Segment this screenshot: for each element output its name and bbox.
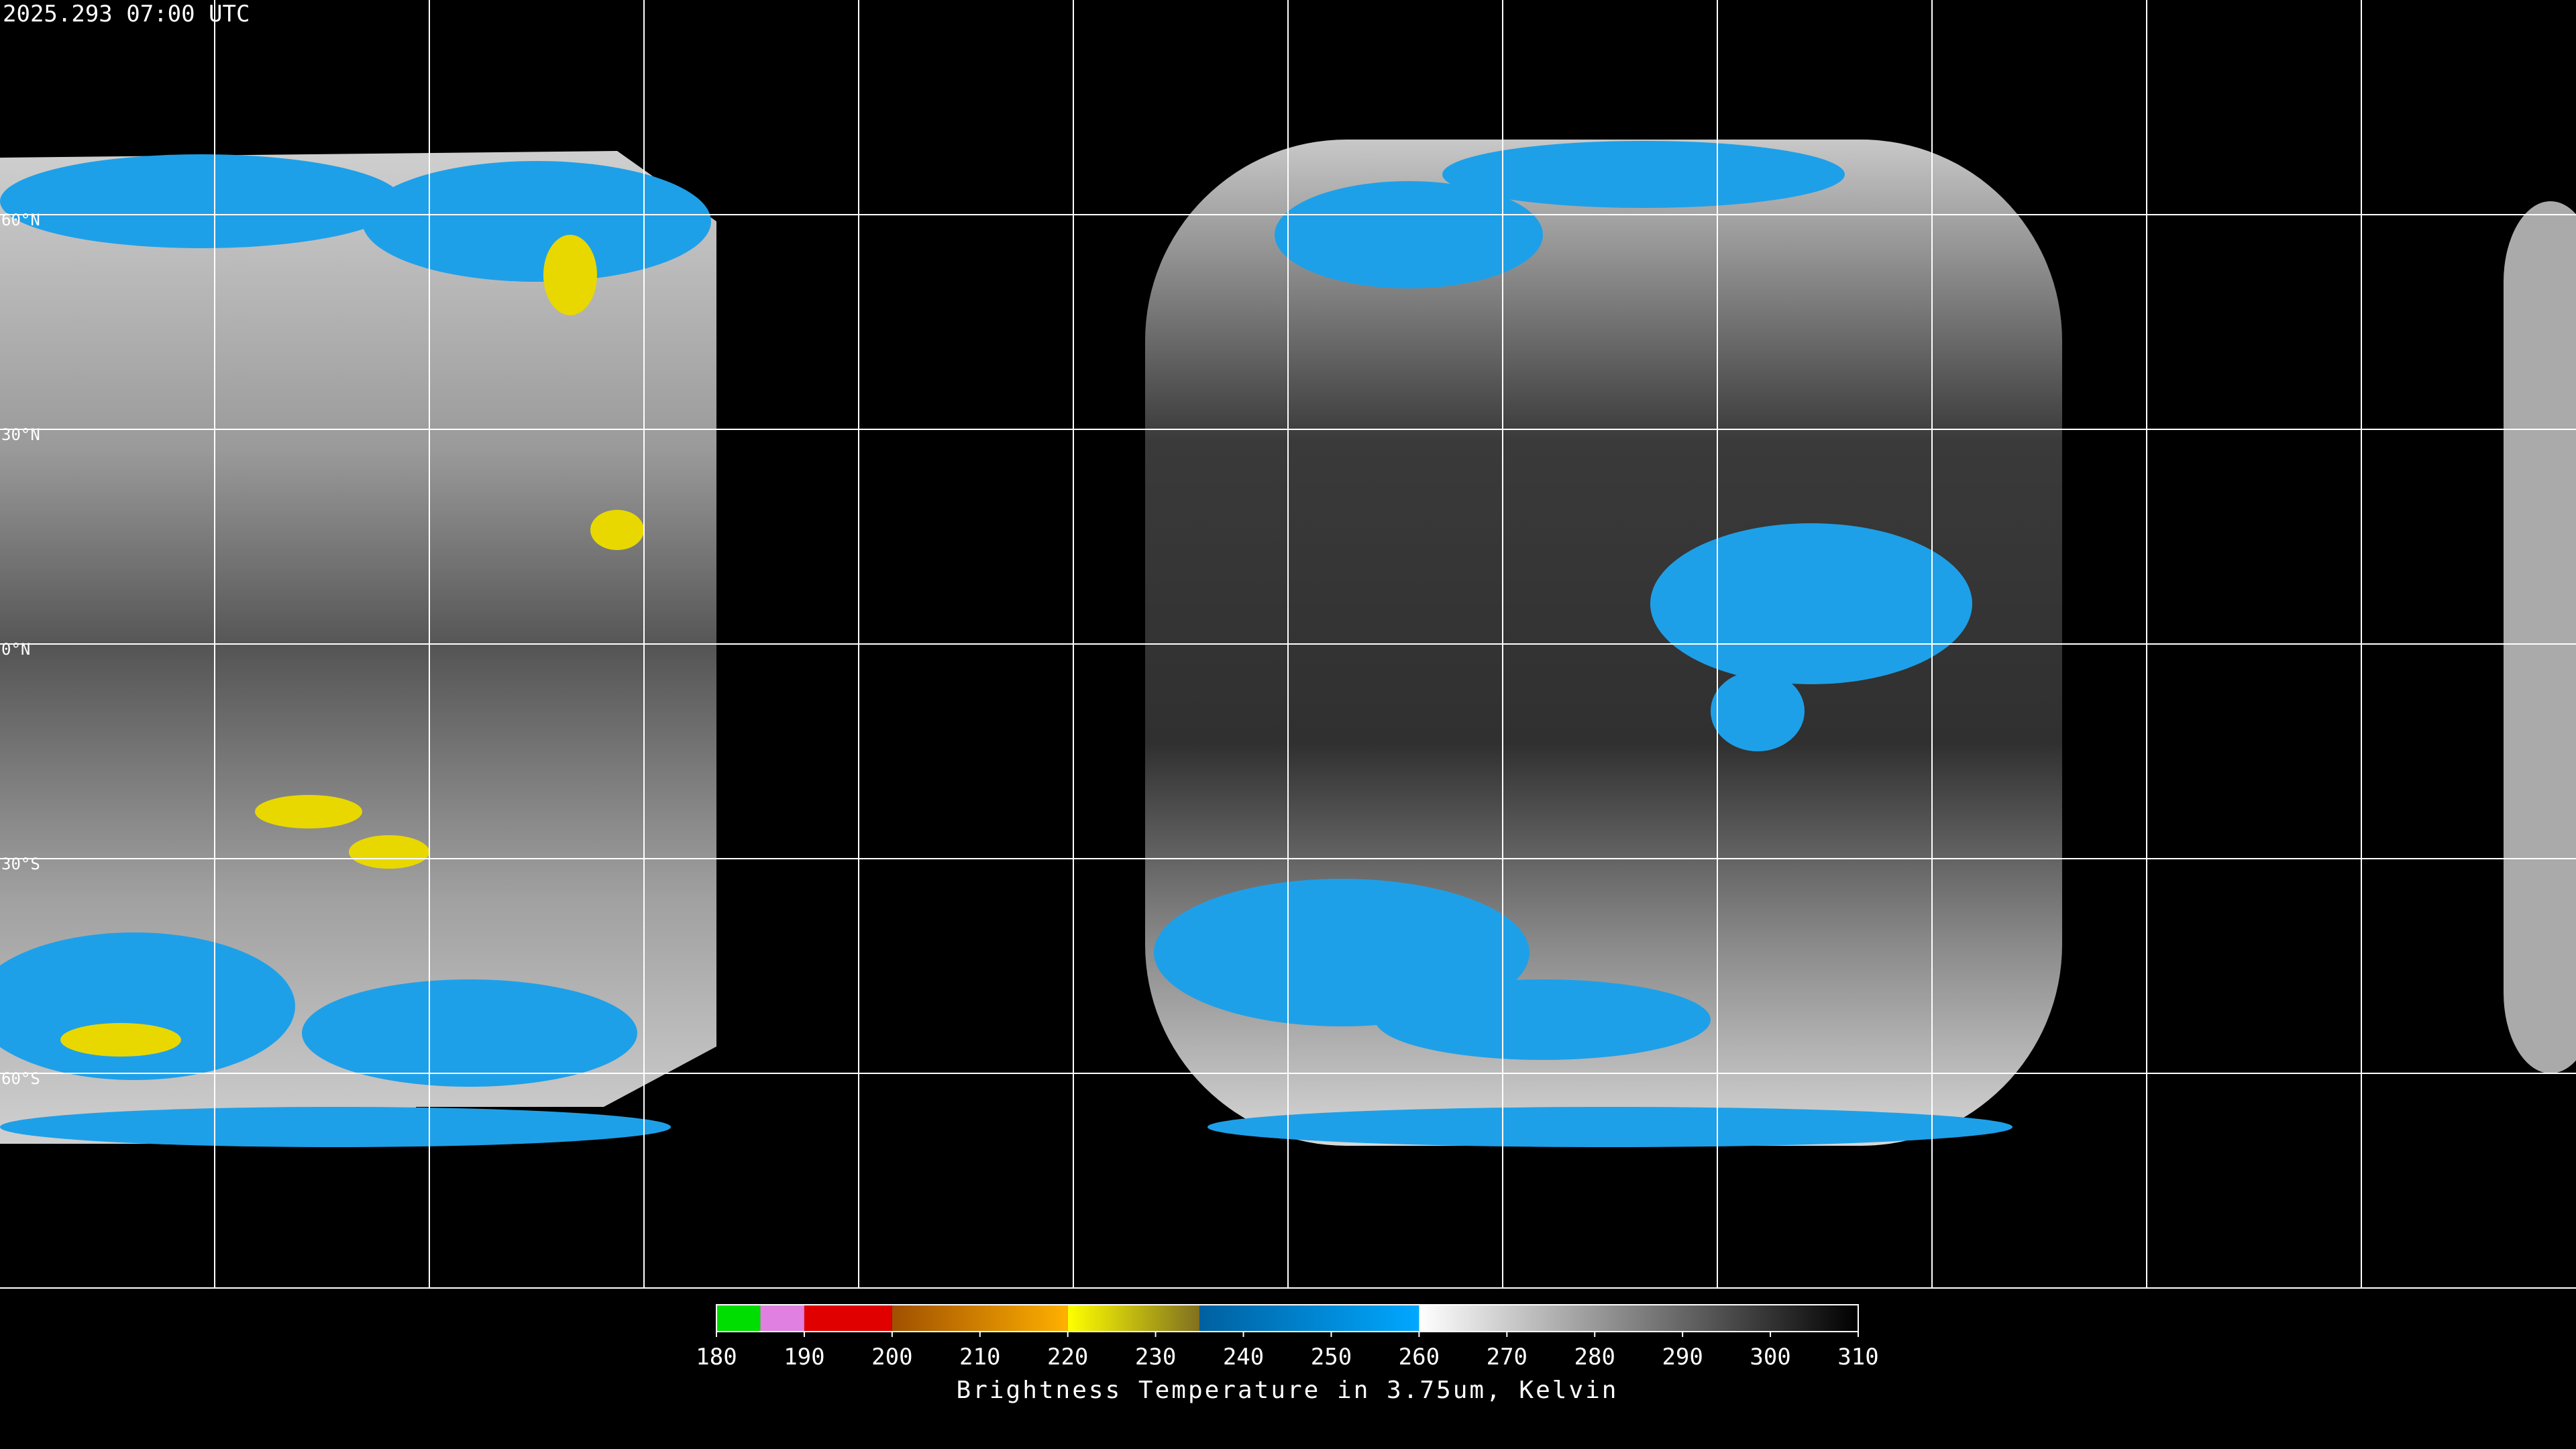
colorbar-tick-label: 310 [1837, 1344, 1878, 1371]
imagery [0, 140, 2576, 1147]
colorbar-tick-label: 260 [1399, 1344, 1440, 1371]
colorbar-tick-label: 300 [1750, 1344, 1790, 1371]
satellite-left [0, 151, 716, 1144]
colorbar-tick-label: 290 [1662, 1344, 1703, 1371]
lat-label: 30°S [1, 855, 40, 873]
colorbar-label: Brightness Temperature in 3.75um, Kelvin [957, 1377, 1619, 1404]
colorbar-segment [1067, 1305, 1200, 1332]
colorbar-segment [716, 1305, 761, 1332]
lat-label: 60°S [1, 1069, 40, 1088]
very-cold-clouds [60, 235, 644, 1057]
colorbar-tick-label: 270 [1487, 1344, 1527, 1371]
lat-label: 30°N [1, 425, 40, 444]
lat-labels: 60°N 30°N 0°N 30°S 60°S [1, 211, 40, 1088]
colorbar-tick-label: 190 [784, 1344, 824, 1371]
timestamp: 2025.293 07:00 UTC [3, 1, 250, 28]
satellite-right [2504, 201, 2576, 1073]
colorbar-tick-label: 280 [1574, 1344, 1615, 1371]
graticule [0, 0, 2576, 1289]
colorbar-segment [804, 1305, 892, 1332]
colorbar-tick-label: 200 [871, 1344, 912, 1371]
colorbar-tick-label: 220 [1047, 1344, 1088, 1371]
colorbar-segment [1419, 1305, 1858, 1332]
colorbar-tick-label: 230 [1135, 1344, 1176, 1371]
colorbar-segment [892, 1305, 1068, 1332]
colorbar-tick-label: 210 [959, 1344, 1000, 1371]
colorbar-tick-label: 240 [1223, 1344, 1264, 1371]
colorbar-tick-label: 180 [696, 1344, 737, 1371]
colorbar-segment [760, 1305, 804, 1332]
colorbar: 180 190 200 210 220 230 240 250 260 270 280 290 300 3… [696, 1304, 1879, 1371]
colorbar-tick-label: 250 [1311, 1344, 1352, 1371]
lat-label: 0°N [1, 640, 30, 659]
cold-clouds [0, 141, 2012, 1147]
lat-label: 60°N [1, 211, 40, 229]
colorbar-segment [1199, 1305, 1419, 1332]
colorbar-frame [716, 1304, 1859, 1332]
